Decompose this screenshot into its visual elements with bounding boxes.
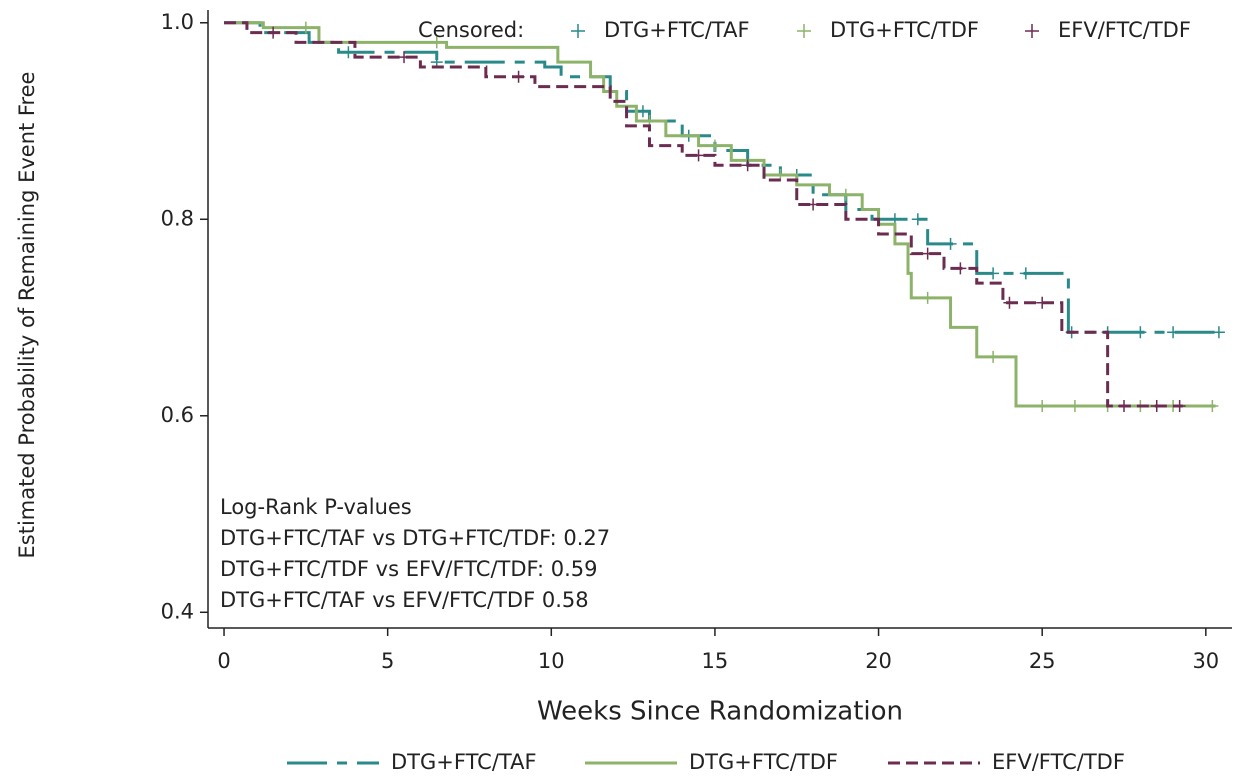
x-tick-label: 20 bbox=[865, 649, 892, 673]
y-tick-label: 1.0 bbox=[161, 10, 194, 34]
censor-mark bbox=[1167, 326, 1180, 339]
censor-mark bbox=[636, 105, 649, 118]
censor-mark bbox=[1019, 267, 1032, 280]
y-axis-label: Estimated Probability of Remaining Event… bbox=[15, 72, 39, 559]
x-tick-label: 25 bbox=[1029, 649, 1056, 673]
legend-label: DTG+FTC/TAF bbox=[391, 750, 537, 774]
censor-mark bbox=[299, 21, 312, 34]
censor-mark bbox=[921, 247, 934, 260]
censor-mark bbox=[807, 198, 820, 211]
censor-mark bbox=[708, 139, 721, 152]
survival-curve bbox=[224, 21, 1219, 334]
censor-mark bbox=[1036, 296, 1049, 309]
censor-mark bbox=[921, 291, 934, 304]
x-axis-label: Weeks Since Randomization bbox=[537, 697, 903, 727]
annotation: DTG+FTC/TDF vs EFV/FTC/TDF: 0.59 bbox=[220, 557, 598, 581]
legend-label: EFV/FTC/TDF bbox=[992, 750, 1125, 774]
censor-mark bbox=[954, 262, 967, 275]
censor-mark bbox=[267, 26, 280, 39]
y-tick-label: 0.6 bbox=[161, 403, 194, 427]
x-tick-label: 10 bbox=[538, 649, 565, 673]
y-tick-label: 0.4 bbox=[161, 599, 194, 623]
legend-censor-symbol bbox=[571, 24, 585, 38]
x-tick-label: 5 bbox=[381, 649, 394, 673]
annotation: Log-Rank P-values bbox=[220, 495, 412, 519]
legend-label: DTG+FTC/TDF bbox=[830, 18, 979, 42]
censor-mark bbox=[398, 51, 411, 64]
legend-censor-symbol bbox=[797, 24, 811, 38]
censor-mark bbox=[1003, 296, 1016, 309]
annotation: DTG+FTC/TAF vs EFV/FTC/TDF 0.58 bbox=[220, 588, 589, 612]
censor-mark bbox=[1068, 399, 1081, 412]
survival-curve bbox=[224, 21, 1183, 408]
x-tick-label: 0 bbox=[217, 649, 230, 673]
censor-mark bbox=[839, 188, 852, 201]
censor-mark bbox=[911, 213, 924, 226]
censor-mark bbox=[1173, 399, 1186, 412]
x-tick-label: 30 bbox=[1192, 649, 1219, 673]
censored-label: Censored: bbox=[418, 18, 524, 42]
y-tick-label: 0.8 bbox=[161, 206, 194, 230]
censor-mark bbox=[944, 237, 957, 250]
censor-mark bbox=[987, 267, 1000, 280]
censor-mark bbox=[1118, 399, 1130, 412]
annotation: DTG+FTC/TAF vs DTG+FTC/TDF: 0.27 bbox=[220, 526, 610, 550]
legend-label: DTG+FTC/TAF bbox=[604, 18, 750, 42]
censor-mark bbox=[342, 46, 355, 59]
censor-mark bbox=[741, 159, 754, 172]
legend-censor-symbol bbox=[1025, 24, 1039, 38]
survival-curve bbox=[224, 21, 1216, 408]
censor-mark bbox=[512, 70, 525, 83]
legend-label: EFV/FTC/TDF bbox=[1058, 18, 1191, 42]
censor-mark bbox=[1206, 399, 1219, 412]
censor-mark bbox=[430, 36, 443, 49]
censor-mark bbox=[1036, 399, 1049, 412]
x-tick-label: 15 bbox=[702, 649, 729, 673]
censor-mark bbox=[692, 149, 705, 162]
censor-mark bbox=[1212, 326, 1225, 339]
censor-mark bbox=[1150, 399, 1163, 412]
legend-label: DTG+FTC/TDF bbox=[689, 750, 838, 774]
censor-mark bbox=[1134, 326, 1147, 339]
censor-mark bbox=[987, 350, 1000, 363]
